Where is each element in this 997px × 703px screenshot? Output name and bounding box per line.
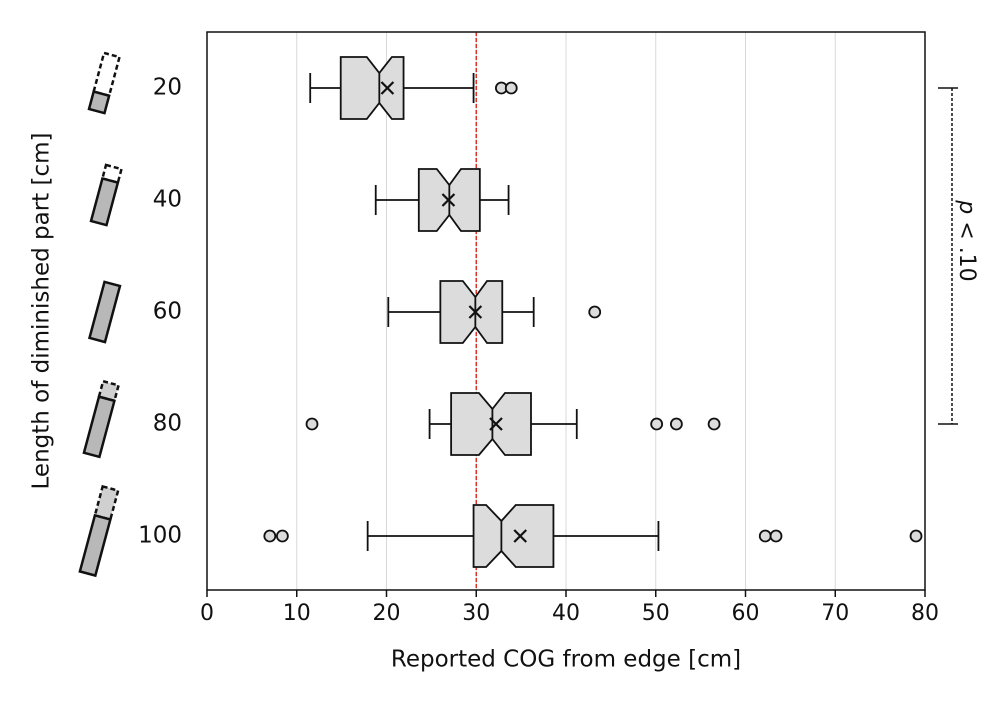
mean-marker [380, 81, 395, 95]
x-tick-label: 10 [283, 601, 311, 626]
box [472, 504, 555, 568]
bracket-label-italic: p [954, 199, 979, 214]
x-tick-label: 80 [911, 601, 939, 626]
box [439, 280, 504, 344]
y-tick-label: 80 [153, 411, 182, 437]
y-tick-label: 40 [153, 187, 182, 213]
outlier [707, 417, 721, 431]
mean-marker [468, 305, 483, 319]
x-tick-label: 0 [200, 601, 214, 626]
x-tick-label: 40 [552, 601, 580, 626]
x-tick-label: 50 [642, 601, 670, 626]
x-axis-label: Reported COG from edge [cm] [391, 647, 741, 673]
plot-frame [206, 31, 926, 591]
outlier [758, 529, 772, 543]
y-tick-label: 20 [153, 75, 182, 101]
icons [78, 51, 124, 578]
outlier [588, 305, 602, 319]
x-tick-label: 70 [821, 601, 849, 626]
outlier [669, 417, 683, 431]
outlier [909, 529, 923, 543]
mean-marker [513, 529, 528, 543]
outlier [650, 417, 664, 431]
x-tick-label: 20 [373, 601, 401, 626]
outlier [769, 529, 783, 543]
outlier [263, 529, 277, 543]
x-tick-label: 60 [732, 601, 760, 626]
y-axis-label: Length of diminished part [cm] [29, 133, 55, 490]
mean-marker [489, 417, 503, 431]
y-tick-label: 60 [153, 299, 182, 325]
bracket-label: p < .10 [954, 199, 979, 281]
bracket-label-text: < .10 [954, 221, 979, 281]
box [450, 392, 532, 456]
outlier [275, 529, 289, 543]
mean-marker [441, 193, 456, 207]
outlier [305, 417, 319, 431]
x-tick-label: 30 [462, 601, 490, 626]
box [339, 56, 405, 120]
outlier [504, 81, 518, 95]
y-tick-label: 100 [138, 523, 182, 549]
